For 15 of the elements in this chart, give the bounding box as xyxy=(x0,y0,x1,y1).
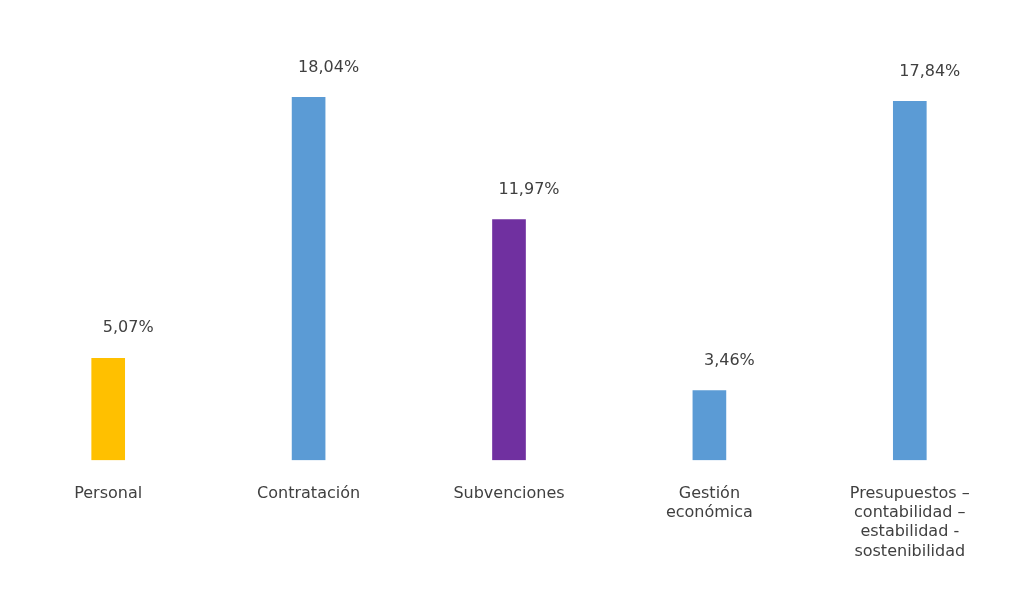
data-label: 3,46% xyxy=(703,349,755,369)
bar xyxy=(291,97,326,461)
x-tick-label: Personal xyxy=(74,482,143,502)
bar xyxy=(692,390,727,461)
x-tick-label: Contratación xyxy=(257,482,361,502)
data-label: 11,97% xyxy=(498,178,560,198)
bar xyxy=(492,219,526,461)
data-label: 18,04% xyxy=(298,56,360,76)
x-tick-label: Presupuestos – contabilidad – estabilidad - sostenibilidad xyxy=(849,482,970,560)
data-label: 17,84% xyxy=(899,60,961,80)
x-tick-label: Subvenciones xyxy=(453,482,565,502)
x-tick-label: Gestión económica xyxy=(665,482,753,522)
bar xyxy=(892,101,927,461)
bar xyxy=(91,357,126,461)
data-label: 5,07% xyxy=(102,317,154,337)
